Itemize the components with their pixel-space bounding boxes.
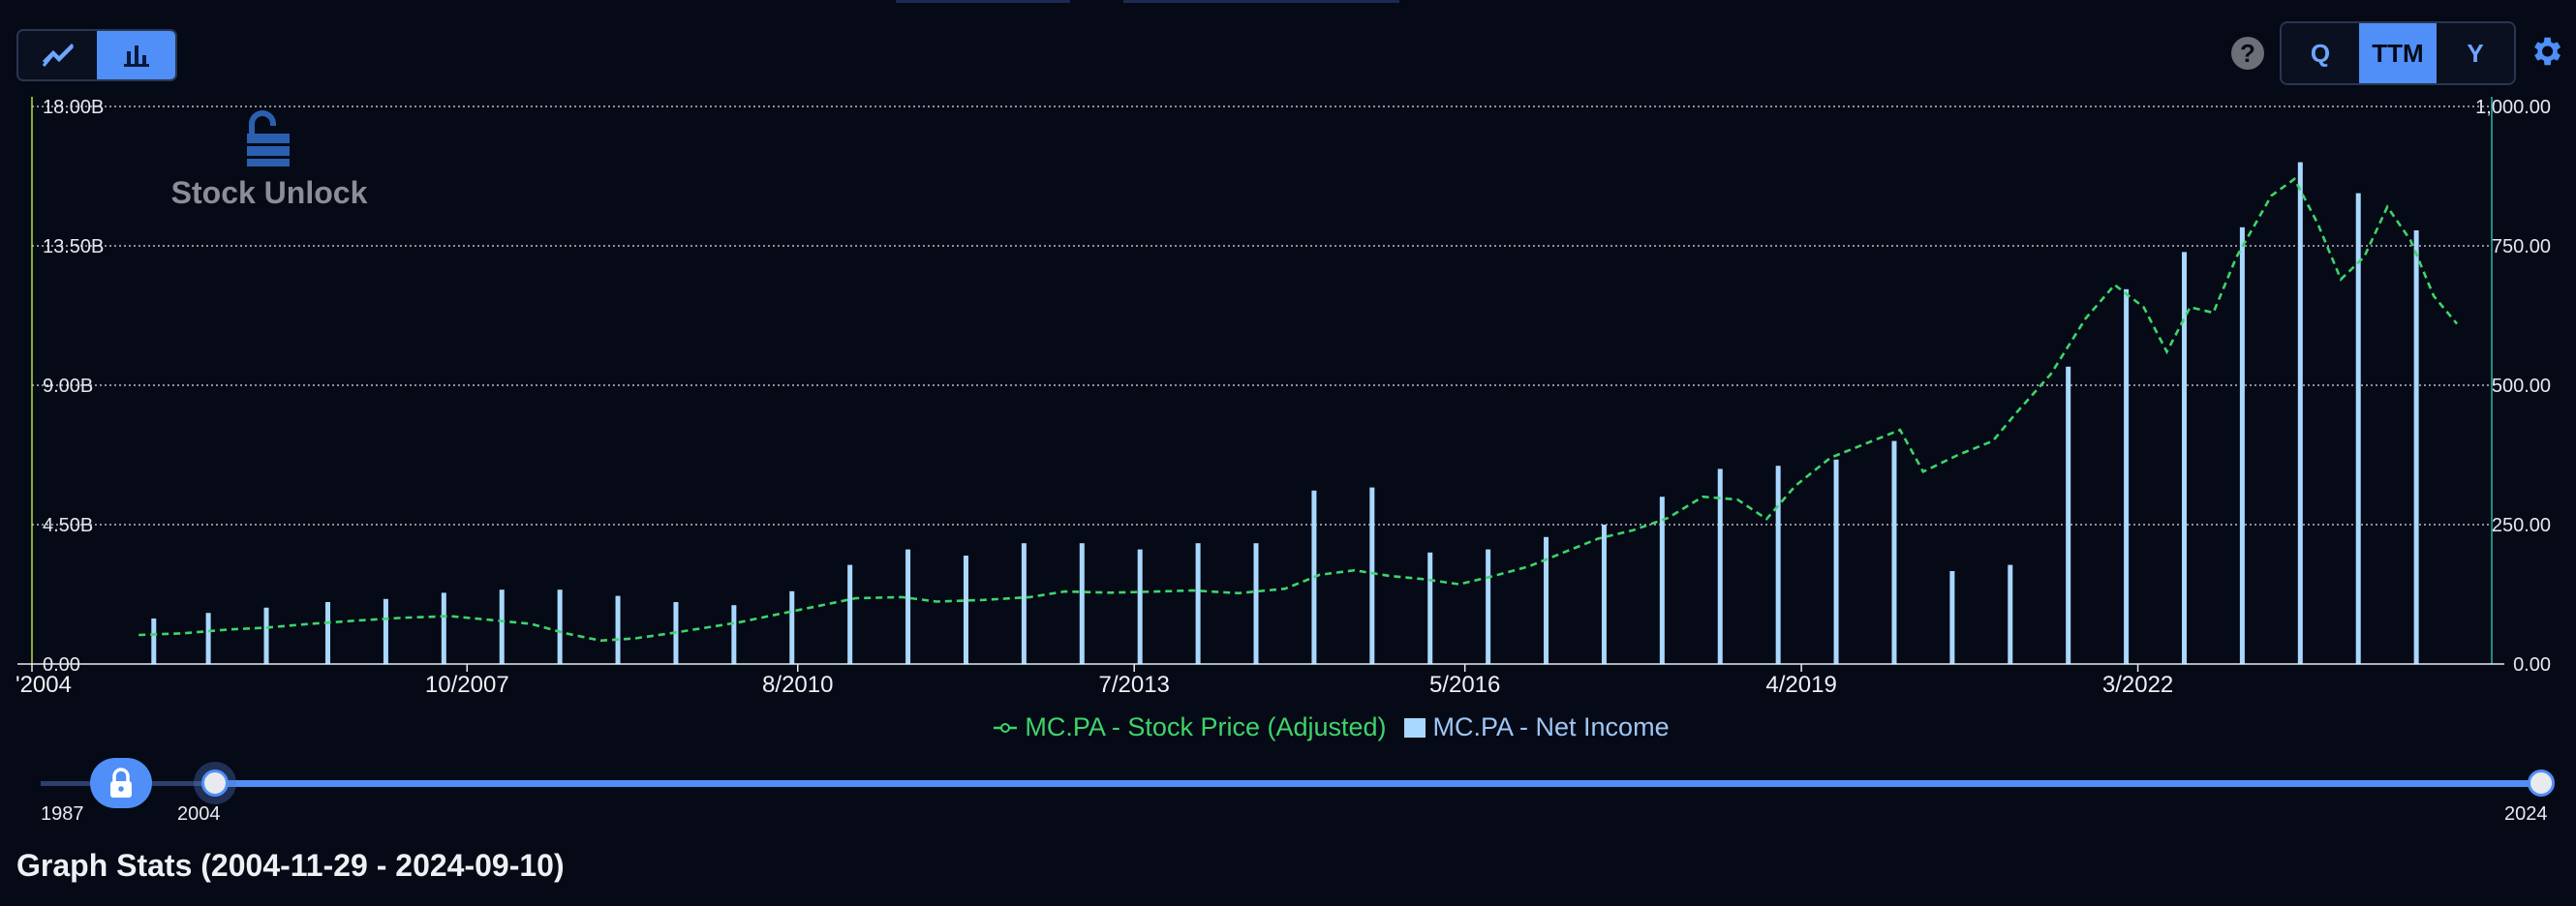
x-tick-label: 10/2007 [425, 672, 509, 698]
net-income-bar [615, 595, 621, 664]
net-income-bar [1544, 536, 1549, 664]
right-y-tick-label: 0.00 [2513, 654, 2551, 676]
net-income-bar [1427, 552, 1433, 664]
stock-chart: Stock Unlock '2004 10/2007 8/2010 7/2013 5/2… [15, 97, 2551, 698]
net-income-bar [1253, 543, 1259, 664]
chart-type-toggle [16, 29, 177, 81]
right-y-tick-label: 750.00 [2492, 236, 2551, 257]
legend-item-income[interactable]: MC.PA - Net Income [1403, 712, 1670, 742]
net-income-bar [325, 602, 331, 664]
stock-price-line [138, 176, 2459, 643]
net-income-bar [963, 556, 968, 664]
left-y-tick-label: 4.50B [43, 515, 93, 536]
x-tick-label: 8/2010 [762, 672, 833, 698]
gear-icon[interactable] [2528, 33, 2564, 70]
grid-lines [32, 106, 2492, 526]
net-income-bar [2355, 193, 2361, 664]
legend-label-price: MC.PA - Stock Price (Adjusted) [1025, 712, 1387, 741]
watermark: Stock Unlock [171, 110, 368, 210]
right-y-axis-ticks: 1,000.00 750.00 500.00 250.00 0.00 [2475, 97, 2551, 676]
slider-end-handle[interactable] [2528, 770, 2555, 797]
net-income-bar [2124, 288, 2130, 664]
net-income-bar [789, 590, 795, 664]
net-income-bar [383, 598, 388, 664]
legend-label-income: MC.PA - Net Income [1432, 712, 1670, 741]
net-income-bar [1891, 440, 1897, 664]
chart-legend: MC.PA - Stock Price (Adjusted) MC.PA - N… [0, 712, 2576, 742]
net-income-bar [1079, 543, 1085, 664]
net-income-bar [905, 549, 911, 664]
net-income-bar [2066, 366, 2071, 664]
watermark-text: Stock Unlock [171, 175, 368, 210]
x-tick-label: 5/2016 [1429, 672, 1500, 698]
stock-unlock-logo [247, 110, 290, 166]
net-income-bar [151, 618, 157, 664]
net-income-bar [2297, 162, 2303, 665]
net-income-bar [1601, 525, 1607, 664]
period-toggle: Q TTM Y [2280, 21, 2516, 85]
top-tab-indicator [1123, 0, 1399, 3]
bar-chart-icon [123, 45, 149, 67]
left-y-tick-label: 9.00B [43, 376, 93, 397]
period-q-button[interactable]: Q [2282, 23, 2359, 83]
left-y-tick-label: 0.00 [43, 654, 80, 676]
slider-end-label: 2024 [2504, 803, 2548, 825]
top-tab-indicator [896, 0, 1070, 3]
net-income-bar [1486, 549, 1491, 664]
net-income-bar [2239, 226, 2245, 665]
right-y-tick-label: 500.00 [2492, 376, 2551, 397]
period-ttm-button[interactable]: TTM [2359, 23, 2437, 83]
net-income-bar [1775, 466, 1781, 664]
net-income-bars [151, 162, 2419, 665]
net-income-bar [1949, 571, 1955, 664]
bar-swatch-icon [1403, 717, 1426, 738]
net-income-bar [1369, 487, 1375, 664]
slider-min-label: 1987 [41, 803, 84, 825]
net-income-bar [2008, 564, 2013, 664]
net-income-bar [1195, 543, 1201, 664]
slider-start-label: 2004 [177, 803, 221, 825]
net-income-bar [847, 564, 853, 664]
slider-selected-track[interactable] [215, 780, 2541, 787]
right-y-tick-label: 250.00 [2492, 515, 2551, 536]
graph-stats-title: Graph Stats (2004-11-29 - 2024-09-10) [16, 848, 565, 883]
lock-icon[interactable] [90, 758, 152, 808]
slider-start-handle[interactable] [201, 770, 229, 797]
axes [17, 97, 2504, 665]
net-income-bar [1659, 497, 1665, 664]
legend-item-price[interactable]: MC.PA - Stock Price (Adjusted) [994, 712, 1387, 742]
right-y-tick-label: 1,000.00 [2475, 97, 2551, 118]
net-income-bar [1137, 549, 1143, 664]
net-income-bar [499, 589, 505, 664]
line-chart-icon [42, 43, 74, 67]
net-income-bar [263, 607, 269, 664]
net-income-bar [1021, 543, 1027, 664]
date-range-slider: 1987 2004 2024 [0, 745, 2576, 842]
left-y-tick-label: 13.50B [43, 236, 104, 257]
period-y-button[interactable]: Y [2437, 23, 2514, 83]
bar-chart-button[interactable] [97, 31, 175, 79]
net-income-bar [2413, 230, 2419, 664]
net-income-bar [731, 605, 737, 664]
left-y-axis-ticks: 18.00B 13.50B 9.00B 4.50B 0.00 [43, 97, 104, 676]
net-income-bar [205, 613, 211, 664]
x-axis-ticks: '2004 10/2007 8/2010 7/2013 5/2016 4/2019 3/20… [15, 664, 2173, 698]
lock-glyph [110, 768, 132, 798]
net-income-bar [1833, 459, 1839, 664]
help-icon[interactable]: ? [2231, 37, 2264, 70]
x-tick-label: 4/2019 [1765, 672, 1836, 698]
x-tick-label: 7/2013 [1099, 672, 1170, 698]
net-income-bar [2182, 252, 2187, 664]
left-y-tick-label: 18.00B [43, 97, 104, 118]
x-tick-label: 3/2022 [2102, 672, 2173, 698]
net-income-bar [557, 589, 563, 664]
line-marker-icon [994, 722, 1018, 733]
line-chart-button[interactable] [18, 31, 97, 79]
net-income-bar [1717, 468, 1723, 664]
net-income-bar [441, 592, 446, 664]
x-tick-label: '2004 [15, 672, 72, 698]
